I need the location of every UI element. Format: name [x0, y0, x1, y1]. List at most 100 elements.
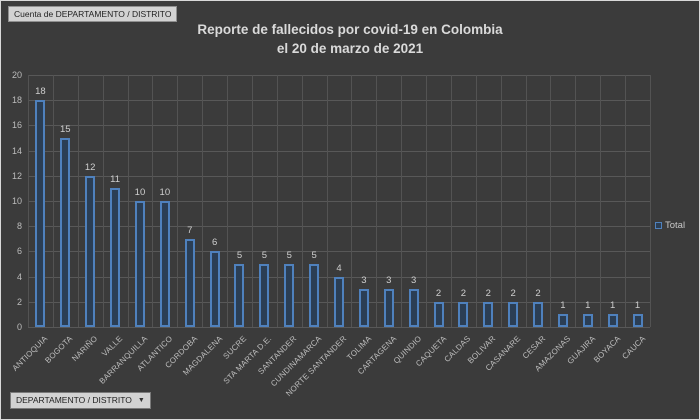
bar-value-label: 1 — [585, 300, 591, 312]
h-gridline — [28, 201, 650, 202]
chart-title-line1: Reporte de fallecidos por covid-19 en Co… — [197, 22, 503, 37]
v-gridline — [152, 75, 154, 327]
v-gridline — [475, 75, 477, 327]
v-gridline — [575, 75, 577, 327]
v-gridline — [177, 75, 179, 327]
v-gridline — [351, 75, 353, 327]
chart-bar-sucre[interactable] — [234, 264, 245, 327]
bar-value-label: 5 — [236, 250, 243, 261]
chart-bar-barranquilla[interactable] — [134, 201, 145, 327]
y-tick-label: 12 — [11, 170, 22, 181]
v-gridline — [600, 75, 602, 327]
chart-bar-casanare[interactable] — [508, 301, 519, 327]
bar-value-label: 15 — [60, 124, 71, 135]
legend[interactable]: Total — [655, 220, 685, 231]
bar-value-label: 5 — [286, 250, 292, 261]
bar-value-label: 3 — [410, 275, 417, 287]
chart-bar-cauca[interactable] — [632, 314, 643, 327]
pivot-values-field-chip[interactable]: Cuenta de DEPARTAMENTO / DISTRITO — [8, 6, 178, 22]
dropdown-arrow-icon: ▼ — [137, 397, 145, 404]
y-tick-label: 16 — [11, 120, 22, 131]
chart-bar-bogota[interactable] — [60, 138, 71, 327]
bar-value-label: 4 — [336, 262, 342, 274]
bar-value-label: 2 — [460, 287, 467, 299]
y-tick-label: 6 — [16, 246, 22, 257]
bar-value-label: 6 — [211, 237, 218, 249]
y-tick-label: 14 — [11, 145, 22, 156]
chart-bar-cundinamarca[interactable] — [309, 264, 320, 327]
v-gridline — [376, 75, 378, 327]
chart-bar-amazonas[interactable] — [557, 314, 568, 327]
bar-value-label: 1 — [560, 300, 566, 312]
v-gridline — [202, 75, 204, 327]
y-tick-label: 8 — [16, 221, 22, 232]
v-gridline — [650, 75, 651, 327]
chart-bar-cordoba[interactable] — [184, 238, 195, 327]
h-gridline — [28, 175, 650, 177]
pivot-axis-field-button[interactable]: DEPARTAMENTO / DISTRITO ▼ — [10, 392, 151, 409]
chart-bar-cesar[interactable] — [533, 301, 544, 327]
v-gridline — [500, 75, 502, 327]
chart-bar-santander[interactable] — [284, 264, 295, 327]
chart-title-line2: el 20 de marzo de 2021 — [276, 41, 424, 56]
v-gridline — [127, 75, 129, 327]
bar-value-label: 18 — [35, 86, 46, 98]
chart-bar-nariño[interactable] — [85, 175, 96, 327]
chart-bar-bolivar[interactable] — [483, 301, 494, 327]
h-gridline — [28, 75, 650, 76]
h-gridline — [28, 150, 650, 152]
y-tick-label: 0 — [16, 322, 22, 332]
v-gridline — [426, 75, 428, 327]
chart-bar-guajira[interactable] — [582, 314, 593, 327]
bar-value-label: 11 — [110, 174, 121, 186]
v-gridline — [550, 75, 552, 327]
h-gridline — [28, 251, 650, 253]
h-gridline — [28, 327, 650, 328]
pivot-axis-field-label: DEPARTAMENTO / DISTRITO — [16, 395, 132, 405]
legend-swatch — [655, 222, 662, 229]
bar-value-label: 1 — [610, 300, 616, 312]
v-gridline — [625, 75, 627, 327]
chart-bar-quindio[interactable] — [408, 289, 419, 327]
bar-value-label: 5 — [261, 250, 267, 261]
v-gridline — [301, 75, 303, 327]
chart-bar-valle[interactable] — [110, 188, 121, 327]
v-gridline — [52, 75, 54, 327]
chart-bar-norte-santander[interactable] — [334, 276, 344, 327]
chart-bar-sta-marta-d-e-[interactable] — [259, 264, 270, 327]
y-tick-label: 20 — [11, 70, 22, 80]
bar-value-label: 10 — [159, 187, 171, 198]
bar-value-label: 3 — [361, 275, 367, 287]
chart-bar-cartagena[interactable] — [383, 289, 394, 327]
v-gridline — [102, 75, 104, 327]
y-tick-label: 4 — [16, 271, 22, 282]
bar-value-label: 1 — [634, 300, 641, 312]
v-gridline — [251, 75, 253, 327]
v-gridline — [276, 75, 278, 327]
v-gridline — [28, 75, 29, 327]
plot-area — [28, 75, 651, 328]
v-gridline — [525, 75, 527, 327]
bar-value-label: 2 — [485, 287, 491, 299]
v-gridline — [227, 75, 229, 327]
y-tick-label: 18 — [11, 95, 22, 106]
bar-value-label: 12 — [84, 161, 96, 173]
h-gridline — [28, 125, 650, 127]
chart-bar-caldas[interactable] — [458, 301, 469, 327]
chart-bar-tolima[interactable] — [358, 289, 369, 327]
bar-value-label: 2 — [435, 287, 442, 299]
legend-label: Total — [665, 220, 686, 231]
chart-bar-antioquia[interactable] — [35, 100, 46, 327]
bar-value-label: 7 — [187, 224, 193, 236]
chart-bar-atlantico[interactable] — [159, 201, 170, 327]
v-gridline — [326, 75, 328, 327]
v-gridline — [450, 75, 452, 327]
chart-bar-caqueta[interactable] — [433, 301, 444, 327]
bar-value-label: 10 — [134, 187, 146, 198]
chart-bar-magdalena[interactable] — [209, 251, 220, 327]
chart-bar-boyaca[interactable] — [607, 314, 618, 327]
h-gridline — [28, 226, 650, 228]
bar-value-label: 2 — [535, 287, 541, 299]
v-gridline — [77, 75, 79, 327]
